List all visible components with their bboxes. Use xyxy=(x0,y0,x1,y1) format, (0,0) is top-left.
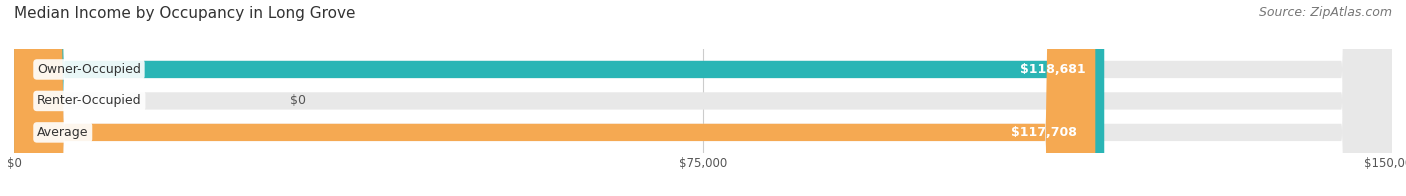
FancyBboxPatch shape xyxy=(14,0,1392,196)
Text: $0: $0 xyxy=(290,94,305,107)
FancyBboxPatch shape xyxy=(14,0,1095,196)
Text: $117,708: $117,708 xyxy=(1011,126,1077,139)
FancyBboxPatch shape xyxy=(14,0,1392,196)
Text: Renter-Occupied: Renter-Occupied xyxy=(37,94,142,107)
Text: Average: Average xyxy=(37,126,89,139)
Text: Source: ZipAtlas.com: Source: ZipAtlas.com xyxy=(1258,6,1392,19)
FancyBboxPatch shape xyxy=(14,0,1392,196)
FancyBboxPatch shape xyxy=(14,0,1104,196)
Text: $118,681: $118,681 xyxy=(1021,63,1085,76)
Text: Median Income by Occupancy in Long Grove: Median Income by Occupancy in Long Grove xyxy=(14,6,356,21)
Text: Owner-Occupied: Owner-Occupied xyxy=(37,63,141,76)
